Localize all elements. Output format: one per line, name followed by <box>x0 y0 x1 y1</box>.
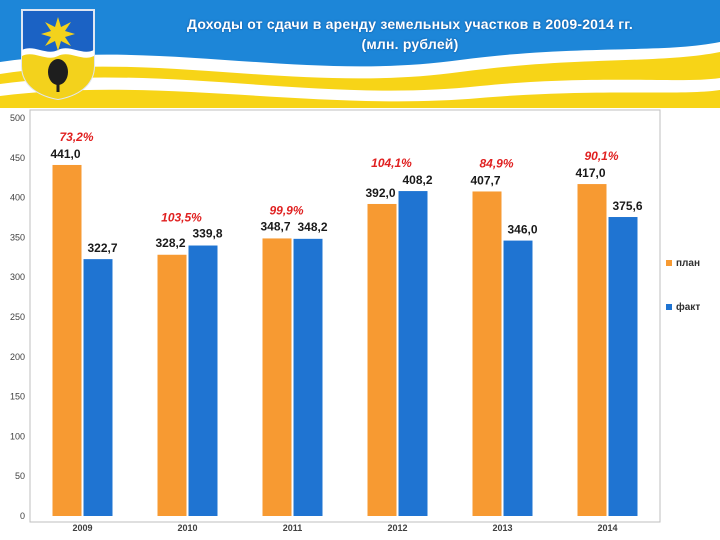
value-label-plan: 417,0 <box>576 166 606 180</box>
y-tick-label: 50 <box>15 471 25 481</box>
bar-plan <box>262 238 292 516</box>
y-tick-label: 500 <box>10 113 25 123</box>
bar-fact <box>293 238 323 516</box>
y-tick-label: 150 <box>10 392 25 402</box>
y-tick-label: 400 <box>10 193 25 203</box>
value-labels: 441,0 322,7 328,2 339,8 348,7 348,2 392,0 408,2… <box>51 147 643 255</box>
city-coat-of-arms-icon <box>21 9 95 100</box>
percent-label: 99,9% <box>269 203 303 217</box>
legend-label: план <box>676 258 700 269</box>
legend-swatch <box>666 260 672 266</box>
y-tick-label: 200 <box>10 352 25 362</box>
chart-panel: 0 50 100 150 200 250 300 350 400 450 500 2009 2010 2… <box>0 106 720 540</box>
chart-title-line2: (млн. рублей) <box>361 36 459 52</box>
value-label-fact: 339,8 <box>193 227 223 241</box>
legend-swatch <box>666 304 672 310</box>
bar-plan <box>52 164 82 517</box>
x-tick-label: 2013 <box>492 523 512 533</box>
percent-label: 103,5% <box>161 211 202 225</box>
bar-plan <box>157 254 187 516</box>
value-label-plan: 441,0 <box>51 147 81 161</box>
bar-fact <box>608 217 638 516</box>
percent-label: 84,9% <box>479 156 513 170</box>
chart-title-line1: Доходы от сдачи в аренду земельных участ… <box>187 16 633 32</box>
value-label-plan: 348,7 <box>261 219 291 233</box>
value-label-fact: 346,0 <box>508 223 538 237</box>
bar-fact <box>398 191 428 516</box>
chart-title: Доходы от сдачи в аренду земельных участ… <box>110 14 710 54</box>
header-banner: Доходы от сдачи в аренду земельных участ… <box>0 0 720 108</box>
percent-labels: 73,2% 103,5% 99,9% 104,1% 84,9% 90,1% <box>59 130 618 225</box>
y-tick-label: 100 <box>10 431 25 441</box>
value-label-fact: 375,6 <box>613 199 643 213</box>
y-axis: 0 50 100 150 200 250 300 350 400 450 500 <box>10 113 25 521</box>
bars <box>52 164 638 517</box>
y-tick-label: 300 <box>10 272 25 282</box>
x-tick-label: 2012 <box>387 523 407 533</box>
legend-label: факт <box>676 301 700 313</box>
bar-fact <box>503 240 533 517</box>
bar-fact <box>83 259 113 516</box>
x-tick-label: 2009 <box>72 523 92 533</box>
plot-area <box>29 109 661 523</box>
percent-label: 73,2% <box>59 130 93 144</box>
value-label-plan: 328,2 <box>156 236 186 250</box>
x-tick-label: 2011 <box>283 523 303 533</box>
x-tick-label: 2010 <box>177 523 197 533</box>
value-label-fact: 408,2 <box>403 173 433 187</box>
bar-plan <box>577 184 607 516</box>
value-label-fact: 348,2 <box>298 220 328 234</box>
y-tick-label: 450 <box>10 153 25 163</box>
header-background <box>0 0 720 108</box>
x-tick-label: 2014 <box>597 523 617 533</box>
x-axis: 2009 2010 2011 2012 2013 2014 <box>72 523 617 533</box>
percent-label: 104,1% <box>371 156 412 170</box>
value-label-fact: 322,7 <box>88 241 118 255</box>
value-label-plan: 392,0 <box>366 186 396 200</box>
y-tick-label: 350 <box>10 232 25 242</box>
percent-label: 90,1% <box>584 149 618 163</box>
y-tick-label: 250 <box>10 312 25 322</box>
value-label-plan: 407,7 <box>471 173 501 187</box>
bar-plan <box>367 203 397 516</box>
bar-plan <box>472 191 502 516</box>
y-tick-label: 0 <box>20 511 25 521</box>
legend: план факт <box>666 258 700 313</box>
bar-fact <box>188 245 218 516</box>
